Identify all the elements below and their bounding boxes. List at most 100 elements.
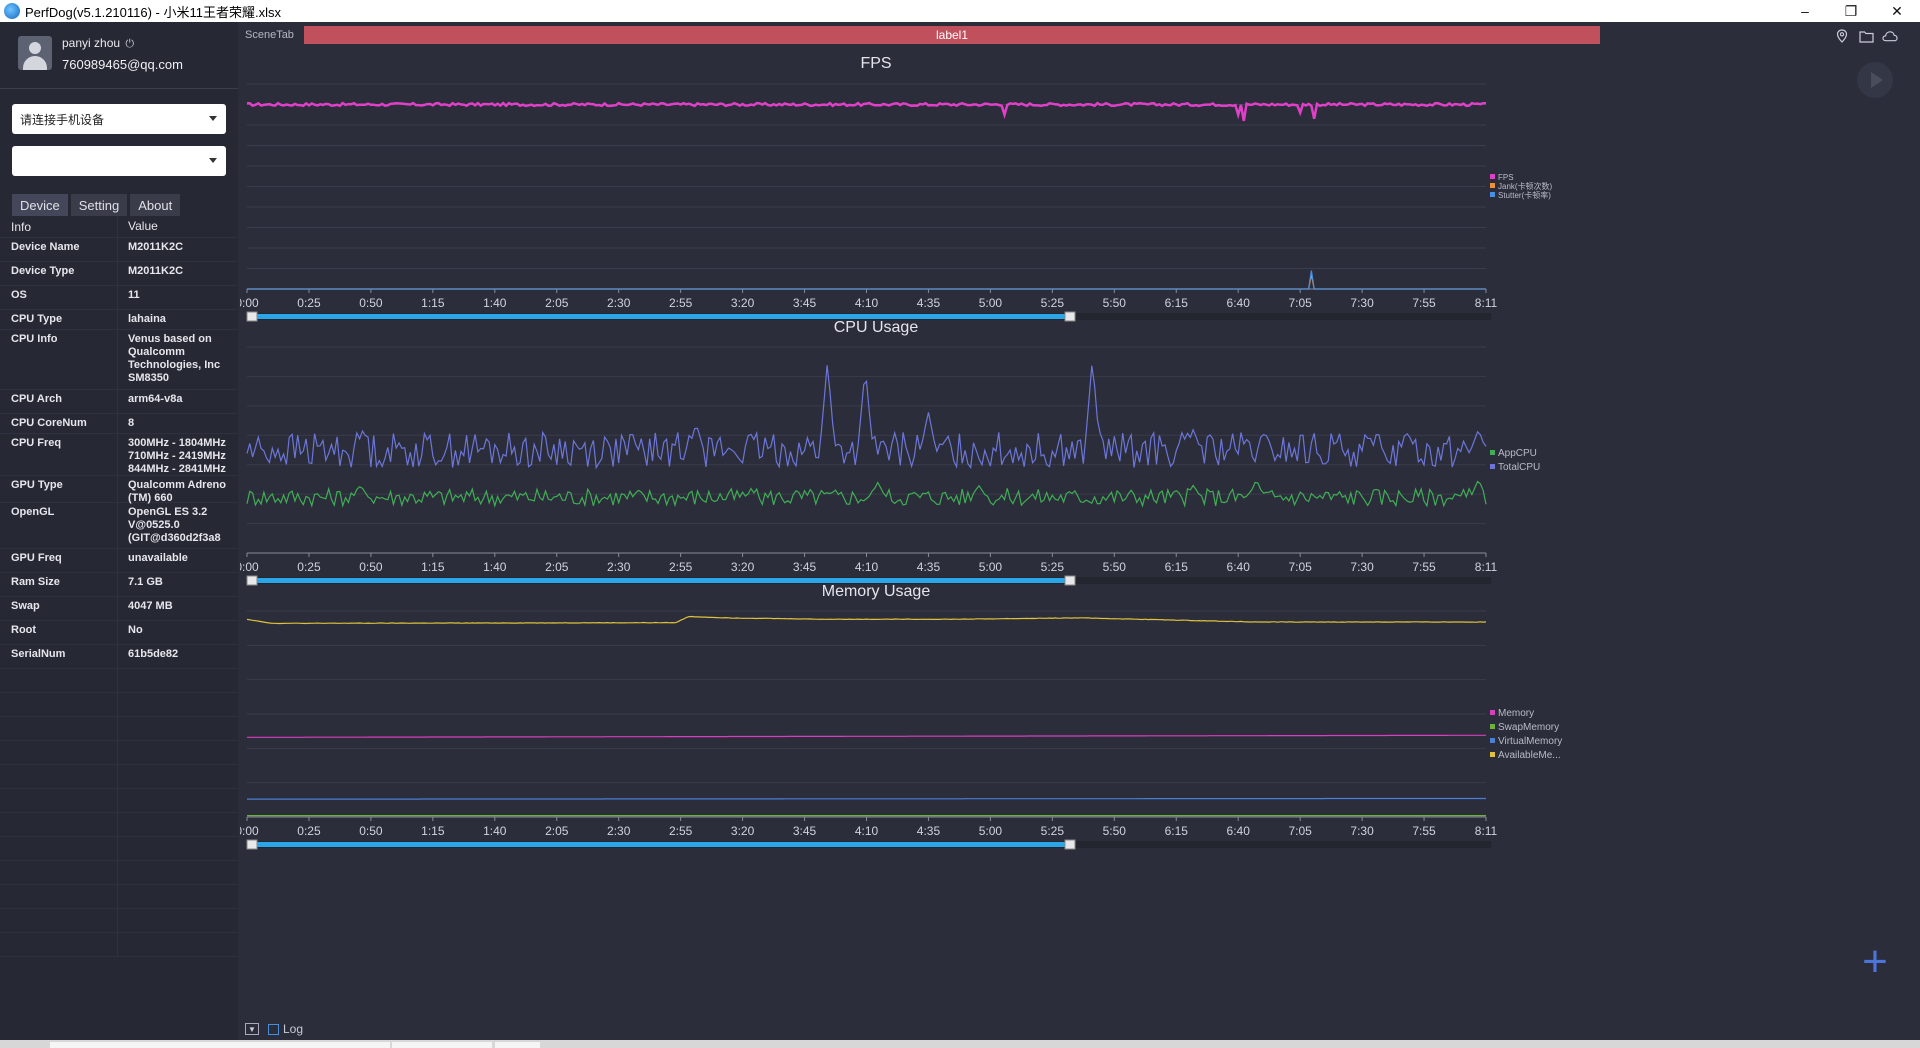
- tab-setting[interactable]: Setting: [70, 194, 128, 216]
- range-slider-fill: [254, 578, 1072, 583]
- x-tick-label: 3:45: [793, 296, 817, 310]
- table-row: Ram Size 7.1 GB: [0, 573, 238, 597]
- taskbar-item[interactable]: [495, 1042, 540, 1048]
- x-tick-label: 2:05: [545, 824, 569, 838]
- info-value: 7.1 GB: [128, 576, 163, 588]
- scene-bar: SceneTab label1: [240, 24, 1920, 46]
- user-name: panyi zhou ⏻: [62, 36, 135, 50]
- tab-about[interactable]: About: [130, 194, 181, 216]
- minimize-button[interactable]: –: [1801, 3, 1809, 19]
- x-tick-label: 7:30: [1350, 824, 1374, 838]
- add-chart-button[interactable]: +: [1862, 937, 1888, 986]
- x-tick-label: 5:25: [1041, 560, 1065, 574]
- legend-label: SwapMemory: [1498, 722, 1559, 733]
- avatar[interactable]: [18, 36, 52, 70]
- cloud-icon[interactable]: [1882, 28, 1898, 44]
- x-tick-label: 6:40: [1227, 824, 1251, 838]
- info-key: GPU Type: [0, 476, 118, 502]
- x-tick-label: 5:00: [979, 824, 1003, 838]
- info-value: M2011K2C: [128, 265, 184, 277]
- scene-tab[interactable]: SceneTab: [245, 29, 294, 41]
- device-select[interactable]: 请连接手机设备: [12, 104, 226, 134]
- x-tick-label: 0:00: [240, 824, 259, 838]
- x-tick-label: 1:40: [483, 560, 507, 574]
- x-tick-label: 1:15: [421, 824, 445, 838]
- window-titlebar: PerfDog(v5.1.210116) - 小米11王者荣耀.xlsx – ❐…: [0, 0, 1920, 22]
- table-row: Device Type M2011K2C: [0, 262, 238, 286]
- x-tick-label: 0:25: [297, 560, 321, 574]
- x-tick-label: 0:25: [297, 824, 321, 838]
- table-row-empty: [0, 909, 238, 933]
- table-row-empty: [0, 693, 238, 717]
- range-slider-fill: [254, 314, 1072, 319]
- folder-icon[interactable]: [1858, 28, 1874, 44]
- x-tick-label: 1:15: [421, 296, 445, 310]
- taskbar-item[interactable]: [392, 1042, 492, 1048]
- x-tick-label: 3:45: [793, 824, 817, 838]
- info-key: SerialNum: [0, 645, 118, 668]
- restore-button[interactable]: ❐: [1844, 2, 1858, 19]
- device-info-table: Info Value Device Name M2011K2C Device Typ…: [0, 217, 238, 957]
- table-row-empty: [0, 741, 238, 765]
- info-key: Ram Size: [0, 573, 118, 596]
- play-button[interactable]: [1857, 62, 1893, 98]
- table-row: CPU Type lahaina: [0, 310, 238, 330]
- x-tick-label: 5:00: [979, 560, 1003, 574]
- range-slider-handle-left[interactable]: [246, 311, 258, 322]
- log-checkbox[interactable]: [268, 1023, 279, 1035]
- series-line: [247, 270, 1486, 290]
- info-key: CPU Freq: [0, 434, 118, 475]
- charts-area: FPSFPS01020304050607080901000:000:250:50…: [240, 55, 1562, 850]
- sidebar: panyi zhou ⏻ 760989465@qq.com 请连接手机设备 De…: [0, 22, 238, 1040]
- x-tick-label: 4:10: [855, 296, 879, 310]
- x-tick-label: 3:20: [731, 824, 755, 838]
- info-key: Device Type: [0, 262, 118, 285]
- legend-swatch: [1490, 192, 1495, 197]
- series-line: [246, 615, 1487, 625]
- range-slider-fill: [254, 842, 1072, 847]
- taskbar-item[interactable]: [50, 1042, 390, 1048]
- info-value: 11: [128, 289, 140, 301]
- window-controls: – ❐ ✕: [1782, 0, 1920, 22]
- series-line: [247, 274, 1486, 290]
- table-row: Swap 4047 MB: [0, 597, 238, 621]
- tab-device[interactable]: Device: [12, 194, 68, 216]
- info-value: lahaina: [128, 313, 166, 325]
- info-key: CPU Arch: [0, 390, 118, 413]
- table-row-empty: [0, 765, 238, 789]
- x-tick-label: 5:00: [979, 296, 1003, 310]
- x-tick-label: 0:00: [240, 560, 259, 574]
- info-value: 8: [128, 417, 135, 429]
- chart-title: CPU Usage: [834, 319, 919, 336]
- series-line: [246, 101, 1486, 122]
- close-button[interactable]: ✕: [1891, 2, 1903, 19]
- range-slider-handle-right[interactable]: [1064, 839, 1076, 850]
- info-key: OpenGL: [0, 503, 118, 548]
- table-row: SerialNum 61b5de82: [0, 645, 238, 669]
- app-select[interactable]: [12, 146, 226, 176]
- collapse-button[interactable]: ▼: [245, 1023, 259, 1035]
- range-slider-handle-right[interactable]: [1064, 311, 1076, 322]
- x-tick-label: 7:05: [1288, 560, 1312, 574]
- legend-swatch: [1490, 724, 1495, 729]
- power-icon[interactable]: ⏻: [125, 38, 135, 50]
- scene-label-bar[interactable]: label1: [304, 26, 1600, 44]
- table-row-empty: [0, 669, 238, 693]
- range-slider-handle-left[interactable]: [246, 575, 258, 586]
- x-tick-label: 7:55: [1412, 560, 1436, 574]
- x-tick-label: 2:30: [607, 824, 631, 838]
- x-tick-label: 0:50: [359, 560, 383, 574]
- legend-label: Stutter(卡顿率): [1498, 190, 1551, 200]
- x-tick-label: 8:11: [1475, 296, 1498, 310]
- chart-title: FPS: [860, 55, 891, 72]
- info-value: 300MHz - 1804MHz 710MHz - 2419MHz 844MHz…: [128, 437, 226, 475]
- window-title: PerfDog(v5.1.210116) - 小米11王者荣耀.xlsx: [25, 4, 281, 20]
- legend-swatch: [1490, 450, 1495, 455]
- table-row-empty: [0, 717, 238, 741]
- x-tick-label: 6:15: [1165, 824, 1189, 838]
- range-slider-handle-right[interactable]: [1064, 575, 1076, 586]
- location-icon[interactable]: [1834, 28, 1850, 44]
- x-tick-label: 1:40: [483, 824, 507, 838]
- user-profile: panyi zhou ⏻ 760989465@qq.com: [0, 22, 238, 84]
- range-slider-handle-left[interactable]: [246, 839, 258, 850]
